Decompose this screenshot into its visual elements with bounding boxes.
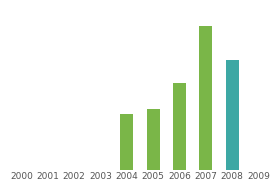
- Bar: [173, 83, 186, 170]
- Bar: [120, 113, 133, 170]
- Bar: [147, 109, 160, 170]
- Bar: [226, 60, 239, 170]
- Bar: [199, 26, 213, 170]
